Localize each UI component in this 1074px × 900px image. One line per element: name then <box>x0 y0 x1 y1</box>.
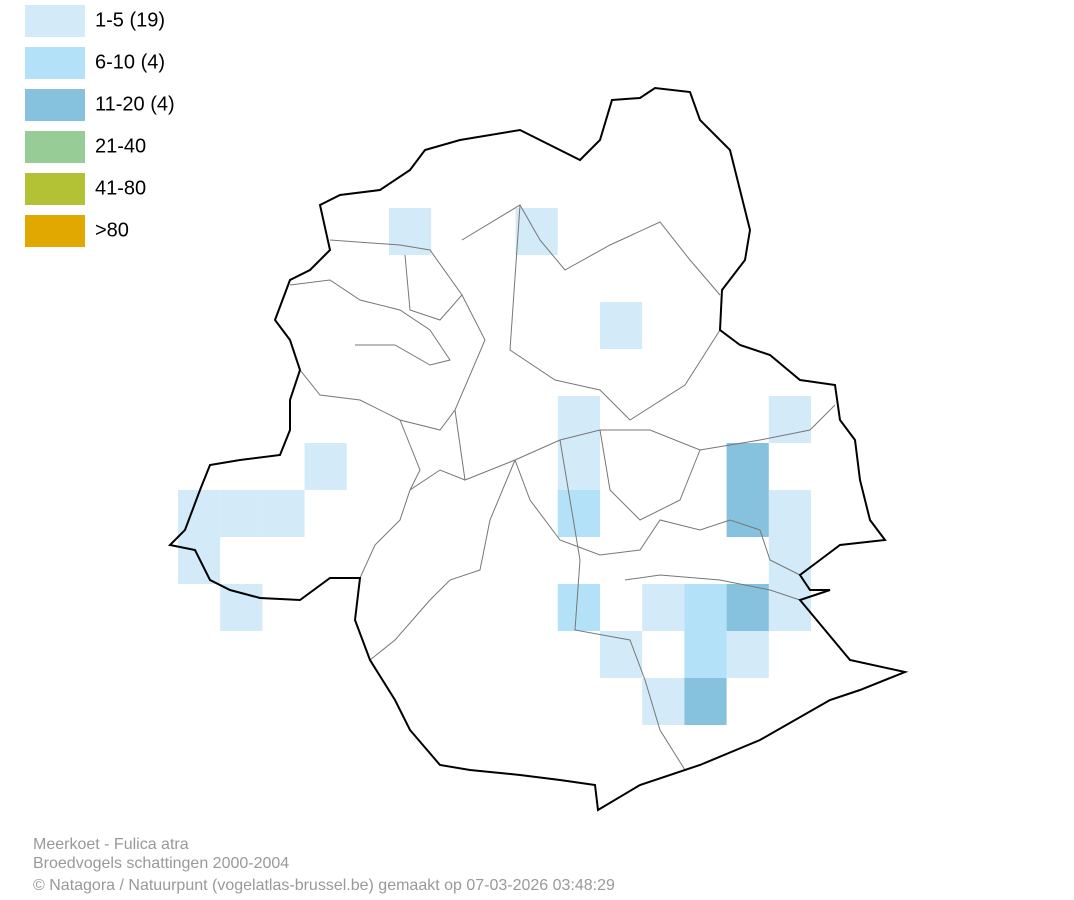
footer-species: Meerkoet - Fulica atra <box>33 836 189 853</box>
grid-cell <box>768 584 811 631</box>
grid-cell <box>684 678 727 725</box>
grid-cell <box>557 396 600 443</box>
legend-label: 1-5 (19) <box>95 9 165 31</box>
grid-cell <box>684 631 727 678</box>
legend-swatch <box>25 215 85 247</box>
legend-swatch <box>25 47 85 79</box>
legend-label: 41-80 <box>95 177 146 199</box>
legend-swatch <box>25 173 85 205</box>
legend-swatch <box>25 131 85 163</box>
grid-cell <box>726 490 769 537</box>
legend-swatch <box>25 5 85 37</box>
grid-cell <box>726 584 769 631</box>
legend-label: 6-10 (4) <box>95 51 165 73</box>
grid-cell <box>557 584 600 631</box>
legend-label: >80 <box>95 219 129 241</box>
municipal-borders <box>289 204 836 771</box>
grid-cell <box>726 443 769 490</box>
legend-swatch <box>25 89 85 121</box>
grid-cell <box>178 537 221 584</box>
grid-cell <box>220 584 263 631</box>
footer-subtitle: Broedvogels schattingen 2000-2004 <box>33 855 289 872</box>
region-outline <box>167 86 909 812</box>
grid-cell <box>684 584 727 631</box>
grid-cell <box>726 631 769 678</box>
grid-cell <box>642 584 685 631</box>
grid-cell <box>262 490 305 537</box>
grid-cell <box>600 302 643 349</box>
legend: 1-5 (19) 6-10 (4) 11-20 (4) 21-40 41-80 >80 <box>25 5 175 247</box>
grid-cell <box>768 490 811 537</box>
grid-cell <box>768 537 811 584</box>
grid-cell <box>557 490 600 537</box>
grid-cells <box>178 208 811 725</box>
grid-cell <box>768 396 811 443</box>
legend-label: 11-20 (4) <box>95 93 175 115</box>
grid-cell <box>642 678 685 725</box>
grid-cell <box>389 208 432 255</box>
grid-cell <box>304 443 347 490</box>
grid-cell <box>515 208 558 255</box>
legend-label: 21-40 <box>95 135 146 157</box>
grid-cell <box>220 490 263 537</box>
footer-credit: © Natagora / Natuurpunt (vogelatlas-brus… <box>33 877 615 894</box>
